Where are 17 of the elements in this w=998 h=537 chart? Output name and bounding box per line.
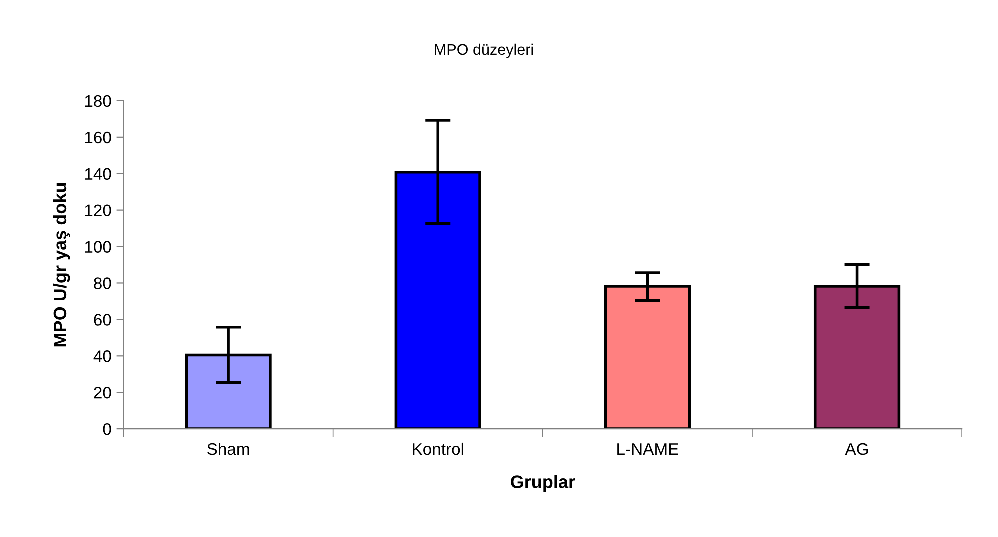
x-tick-label: Sham xyxy=(208,442,250,456)
y-tick-label: 40 xyxy=(94,350,112,362)
y-tick-label: 20 xyxy=(94,387,112,399)
y-tick-label: 180 xyxy=(85,95,112,108)
x-tick-label: L-NAME xyxy=(618,444,678,456)
y-tick-label: 0 xyxy=(103,423,112,436)
x-axis-title: Gruplar xyxy=(511,475,576,492)
y-tick-label: 100 xyxy=(85,241,112,253)
x-tick-label: Kontrol xyxy=(413,442,464,456)
y-tick-label: 160 xyxy=(85,132,112,144)
y-tick-label: 60 xyxy=(94,314,112,326)
y-tick-label: 80 xyxy=(94,278,112,290)
chart-title: MPO düzeyleri xyxy=(435,44,534,58)
y-tick-label: 140 xyxy=(85,168,112,180)
y-axis-title: MPO U/gr yaş doku xyxy=(53,183,70,347)
y-tick-label: 120 xyxy=(85,204,112,217)
x-tick-label: AG xyxy=(845,443,868,456)
